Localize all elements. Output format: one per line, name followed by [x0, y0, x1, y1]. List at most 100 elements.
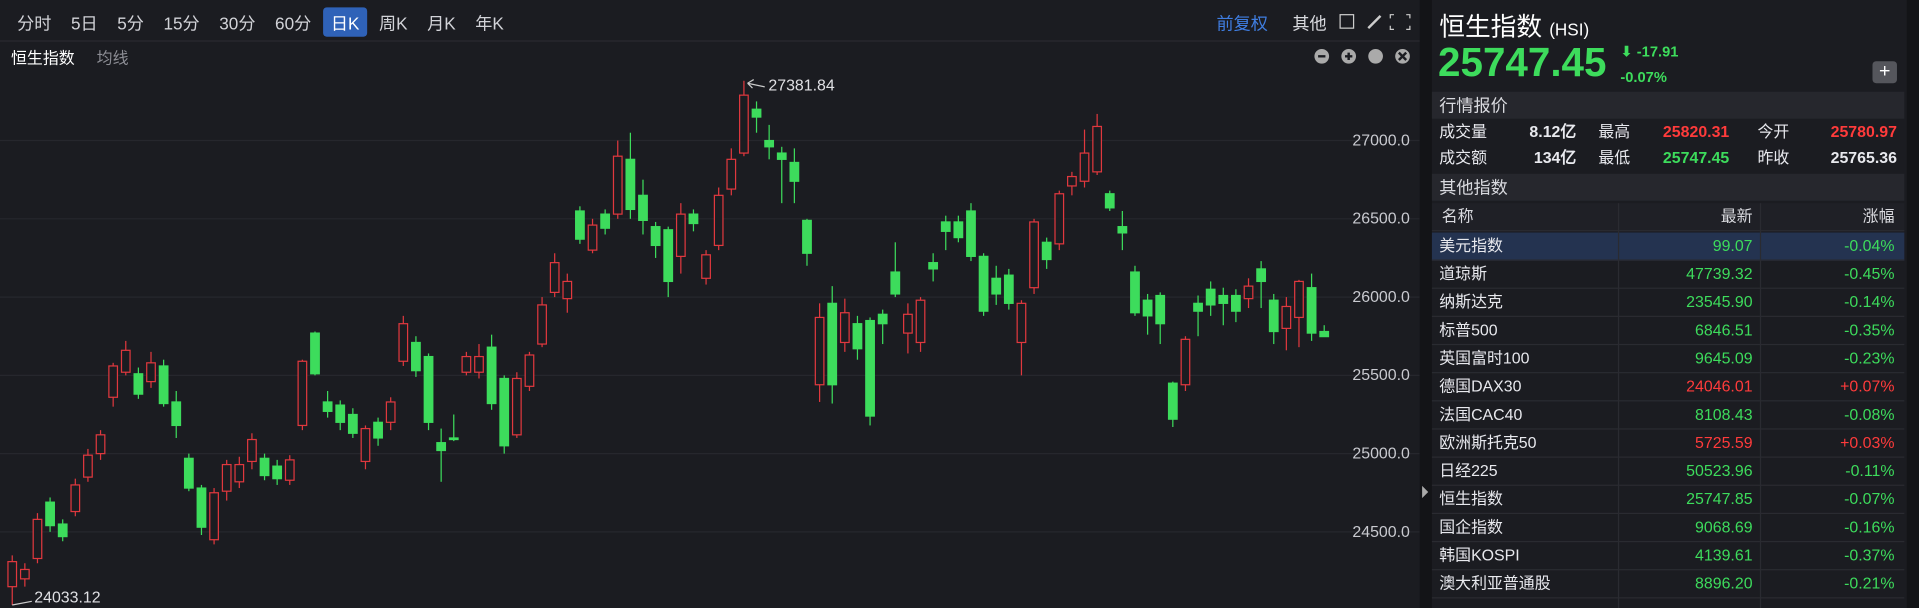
candle-body [1067, 175, 1077, 187]
candle-body [423, 355, 434, 423]
candle-body [1117, 226, 1128, 234]
candle-body [57, 523, 68, 538]
index-name: 英国富时100 [1439, 348, 1530, 368]
stat-value: 8.12亿 [1529, 122, 1577, 141]
candle-body [928, 262, 939, 270]
chart-panel: 分时 5日 5分 15分 30分 60分 日K 周K 月K 年K 前复权 其他 恒生指数 均线 2… [0, 7, 1420, 607]
period-tab[interactable]: 日K [323, 7, 367, 37]
index-row[interactable]: 标普500 6846.51 -0.35% [1431, 317, 1905, 346]
period-tabs: 分时 5日 5分 15分 30分 60分 日K 周K 月K 年K [10, 7, 511, 37]
quote-name: 恒生指数 (HSI) [1439, 7, 1589, 44]
candle-body [335, 404, 346, 423]
stat-value: 25820.31 [1662, 122, 1730, 141]
quote-panel: 恒生指数 (HSI) 25747.45 ⬇ -17.91 -0.07% + 行情… [1431, 0, 1907, 608]
candle-body [486, 346, 497, 405]
index-row[interactable]: 欧洲斯托克50 5725.59 +0.03% [1431, 430, 1905, 458]
candle-body [688, 213, 699, 225]
candle-body [713, 194, 724, 247]
stat-label: 今开 [1757, 122, 1790, 141]
index-change: -0.35% [1844, 320, 1895, 340]
quote-price: 25747.45 [1438, 39, 1607, 85]
stats-row: 成交额 134亿 最低 25747.45 昨收 25765.36 [1432, 144, 1904, 170]
index-row[interactable]: 纳斯达克 23545.90 -0.14% [1431, 289, 1905, 317]
candle-body [347, 413, 358, 434]
period-tab[interactable]: 5日 [70, 13, 98, 34]
index-name: 恒生指数 [1439, 489, 1503, 508]
candle-body [196, 487, 207, 528]
adjust-select[interactable]: 前复权 [1216, 13, 1268, 34]
candle-body [70, 484, 81, 513]
index-name: 韩国KOSPI [1439, 545, 1520, 565]
y-tick-label: 26000.0 [1352, 289, 1410, 306]
stat-label: 成交额 [1439, 148, 1487, 167]
index-row[interactable]: 道琼斯 47739.32 -0.45% [1431, 261, 1905, 289]
period-tab[interactable]: 30分 [219, 13, 256, 34]
candle-body [877, 313, 888, 325]
candlestick-chart: 24500.0 25000.0 25500.0 26000.0 26500.0 27000… [0, 78, 1420, 607]
index-row[interactable]: 美元指数 99.07 -0.04% [1431, 232, 1905, 261]
candle-body [1104, 193, 1115, 209]
candle-body [839, 312, 850, 344]
index-last: 6846.51 [1695, 320, 1753, 340]
index-row[interactable]: 国企指数 9068.69 -0.16% [1431, 514, 1905, 543]
index-last: 5725.59 [1695, 433, 1753, 452]
index-row[interactable]: 日经225 50523.96 -0.11% [1431, 458, 1905, 486]
candle-body [903, 313, 913, 334]
collapse-arrow[interactable] [1420, 483, 1430, 500]
index-row[interactable]: 英国富时100 9645.09 -0.23% [1431, 345, 1905, 374]
candle-body [146, 362, 156, 383]
more-select[interactable]: 其他 [1292, 13, 1327, 34]
candle-body [537, 304, 547, 345]
index-row[interactable]: 韩国KOSPI 4139.61 -0.37% [1431, 542, 1905, 571]
candle-body [966, 210, 976, 257]
period-tab[interactable]: 年K [475, 13, 504, 34]
period-tab[interactable]: 分时 [17, 13, 52, 34]
candle-body [1029, 221, 1039, 289]
stats-row: 成交量 8.12亿 最高 25820.31 今开 25780.97 [1432, 119, 1904, 145]
candle-body [183, 457, 194, 489]
panel-icons [1314, 48, 1410, 64]
index-name: 澳大利亚普通股 [1439, 573, 1551, 593]
period-tab[interactable]: 5分 [117, 13, 144, 34]
candle-body [7, 561, 18, 588]
index-change: -0.45% [1844, 264, 1895, 283]
stat-value: 25765.36 [1830, 148, 1897, 167]
candle-body [1193, 302, 1203, 312]
candle-body [549, 262, 560, 293]
period-tab[interactable]: 60分 [275, 13, 312, 34]
index-row[interactable]: 恒生指数 25747.85 -0.07% [1431, 486, 1905, 515]
candle-body [1268, 299, 1279, 333]
add-button[interactable]: + [1872, 61, 1897, 84]
candle-body [814, 316, 825, 386]
draw-icon[interactable] [1367, 15, 1382, 30]
candle-body [474, 355, 484, 373]
period-tab[interactable]: 周K [378, 13, 408, 34]
candle-body [625, 158, 636, 211]
index-row[interactable]: 澳大利亚普通股 8896.20 -0.21% [1431, 570, 1905, 599]
index-row[interactable]: 法国CAC40 8108.43 -0.08% [1431, 401, 1905, 430]
fullscreen-icon[interactable] [1389, 14, 1411, 30]
candle-body [701, 254, 711, 279]
candle-body [158, 365, 169, 405]
candle-body [1306, 287, 1317, 334]
min-label: 24033.12 [34, 590, 100, 607]
candle-body [45, 501, 55, 527]
candle-body [310, 332, 320, 375]
index-name: 国企指数 [1439, 517, 1503, 537]
candle-body [1256, 268, 1267, 283]
candle-body [411, 341, 421, 372]
candle-body [448, 437, 459, 441]
period-tab[interactable]: 月K [427, 13, 456, 34]
period-tab[interactable]: 15分 [163, 13, 200, 34]
indicator-select[interactable]: 均线 [96, 48, 129, 68]
index-last: 25747.85 [1686, 489, 1753, 508]
column-header: 最新 [1720, 206, 1753, 226]
layout-icon[interactable] [1339, 14, 1355, 29]
stat-label: 最低 [1598, 148, 1631, 167]
index-row[interactable]: 德国DAX30 24046.01 +0.07% [1431, 373, 1905, 402]
candle-body [776, 152, 787, 160]
index-change: -0.16% [1844, 517, 1895, 537]
candle-body [1243, 285, 1254, 300]
candle-body [1231, 294, 1241, 312]
candle-body [1041, 241, 1052, 261]
